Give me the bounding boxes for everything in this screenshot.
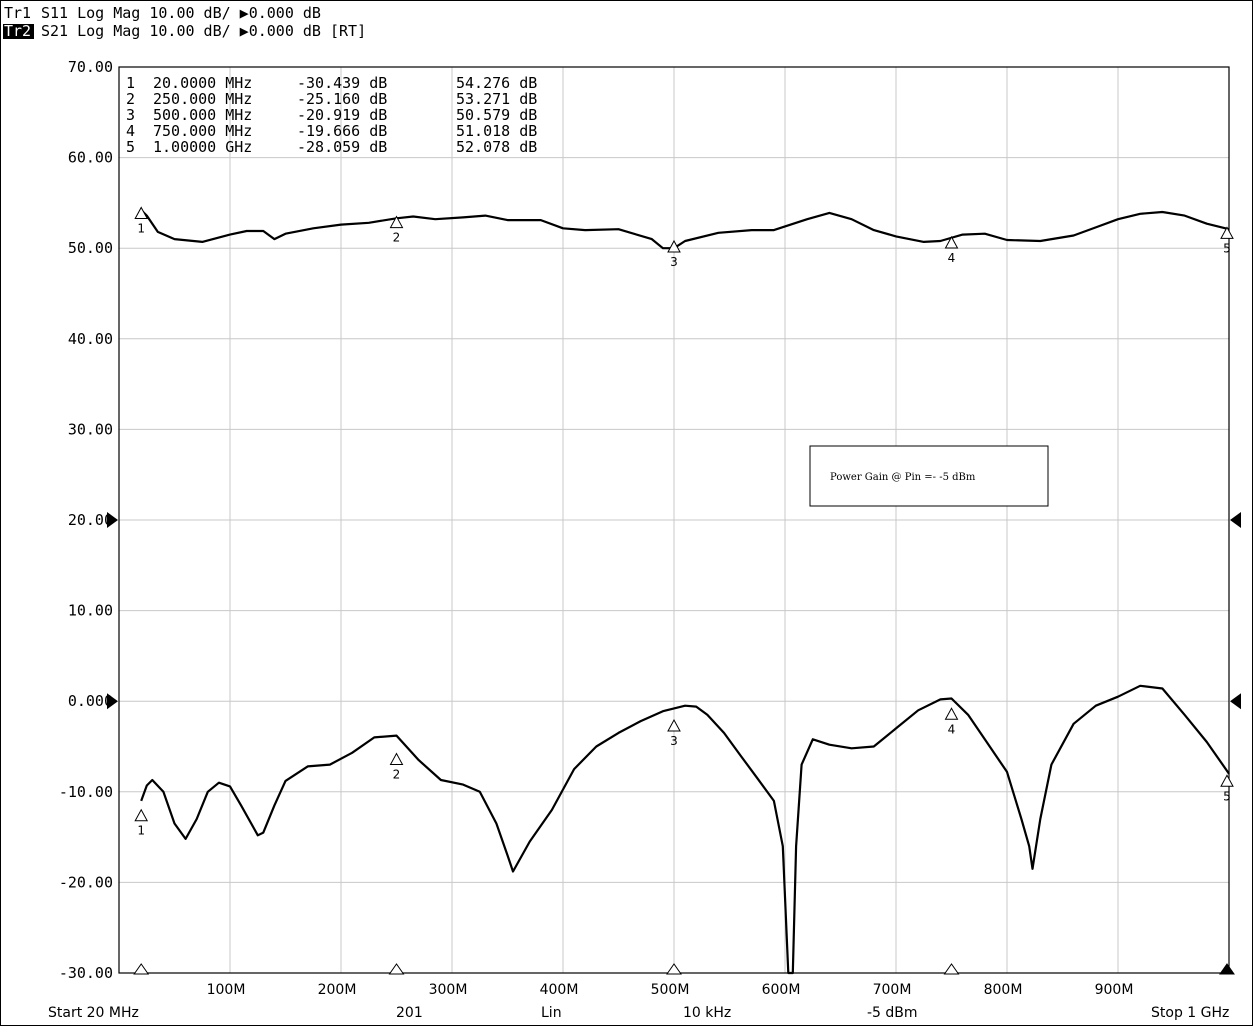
y-tick-label: 40.00 — [68, 330, 113, 348]
marker-3-s21-icon — [667, 239, 681, 253]
marker-table-num: 5 — [126, 138, 135, 156]
trace-s21 — [140, 209, 1230, 250]
marker-table-num: 4 — [126, 122, 135, 140]
marker-2-s21-icon — [389, 215, 404, 229]
marker-table-freq: 20.0000 MHz — [153, 74, 252, 92]
y-tick-label: -10.00 — [59, 783, 113, 801]
y-tick-label: -30.00 — [59, 964, 113, 982]
marker-4-s21-label: 4 — [948, 251, 956, 265]
marker-1-s21-icon — [134, 206, 149, 219]
marker-5-s11-icon — [1220, 774, 1234, 787]
marker-table-freq: 750.000 MHz — [153, 122, 252, 140]
y-tick-label: 30.00 — [68, 420, 113, 438]
marker-table-s21: 52.078 dB — [456, 138, 537, 156]
trace1-label[interactable]: Tr1 — [4, 4, 31, 22]
marker-table-s11: -30.439 dB — [297, 74, 387, 92]
marker-2-s11-label: 2 — [393, 768, 401, 782]
x-tick-label: 200M — [318, 982, 357, 998]
marker-table-num: 3 — [126, 106, 135, 124]
y-tick-label: 60.00 — [68, 149, 113, 167]
marker-5-s21-label: 5 — [1223, 241, 1231, 255]
trace1-settings: S11 Log Mag 10.00 dB/ ▶0.000 dB — [41, 4, 321, 22]
reference-arrow-right-icon — [1230, 693, 1241, 710]
marker-table-freq: 1.00000 GHz — [153, 138, 252, 156]
marker-4-s11-label: 4 — [948, 722, 956, 736]
x-tick-label: 700M — [873, 982, 912, 998]
plot-grid — [119, 67, 1229, 973]
marker-3-s21-label: 3 — [670, 255, 678, 269]
marker-3-s11-label: 3 — [670, 734, 678, 748]
marker-readout-table: 1 20.0000 MHz -30.439 dB 54.276 dB 2 250.000 … — [126, 74, 537, 156]
annotation-frame — [809, 445, 1049, 507]
marker-table-s11: -19.666 dB — [297, 122, 387, 140]
sweep-points[interactable]: 201 — [396, 1005, 423, 1021]
sweep-type[interactable]: Lin — [541, 1005, 562, 1021]
annotation-text: Power Gain @ Pin =- -5 dBm — [830, 472, 976, 483]
marker-5-s21-icon — [1220, 226, 1234, 239]
x-tick-label: 100M — [207, 982, 246, 998]
marker-table-s21: 50.579 dB — [456, 106, 537, 124]
trace2-active-highlight — [3, 24, 34, 39]
marker-table-s21: 51.018 dB — [456, 122, 537, 140]
stop-frequency[interactable]: Stop 1 GHz — [1151, 1005, 1229, 1021]
source-power[interactable]: -5 dBm — [867, 1005, 918, 1021]
marker-4-s11-icon — [944, 707, 959, 720]
reference-arrow-left-icon — [107, 512, 118, 528]
x-tick-label: 800M — [984, 982, 1023, 998]
marker-table-s21: 54.276 dB — [456, 74, 537, 92]
y-tick-label: 20.00 — [68, 511, 113, 529]
marker-table-s11: -20.919 dB — [297, 106, 387, 124]
x-tick-label: 600M — [762, 982, 801, 998]
y-axis-ticks: 70.00 60.00 50.00 40.00 30.00 20.00 10.00 0.000… — [59, 58, 113, 982]
x-tick-label: 900M — [1095, 982, 1134, 998]
y-tick-label: 0.000 — [68, 692, 113, 710]
marker-4-s21-icon — [944, 235, 959, 249]
x-tick-label: 500M — [651, 982, 690, 998]
marker-1-s21-label: 1 — [137, 221, 145, 235]
marker-3-s11-icon — [667, 718, 681, 732]
x-tick-label: 400M — [540, 982, 579, 998]
marker-table-s21: 53.271 dB — [456, 90, 537, 108]
sweep-footer: Start 20 MHz 201 Lin 10 kHz -5 dBm Stop … — [48, 1005, 1229, 1021]
marker-table-freq: 250.000 MHz — [153, 90, 252, 108]
start-frequency[interactable]: Start 20 MHz — [48, 1005, 139, 1021]
trace-s11 — [140, 684, 1230, 975]
y-tick-label: 70.00 — [68, 58, 113, 76]
marker-4-stimulus-icon — [943, 963, 960, 975]
y-tick-label: 50.00 — [68, 239, 113, 257]
marker-1-stimulus-icon — [133, 963, 150, 975]
traces — [140, 209, 1230, 975]
marker-table-num: 1 — [126, 74, 135, 92]
markers: 1 1 2 2 3 3 4 4 5 5 — [133, 206, 1235, 975]
reference-arrows — [107, 512, 1241, 710]
marker-table-s11: -25.160 dB — [297, 90, 387, 108]
marker-5-stimulus-icon — [1219, 963, 1235, 975]
annotation-box: Power Gain @ Pin =- -5 dBm — [809, 445, 1049, 507]
trace2-settings: S21 Log Mag 10.00 dB/ ▶0.000 dB [RT] — [41, 22, 366, 40]
marker-2-s11-icon — [389, 752, 404, 766]
marker-5-s11-label: 5 — [1223, 789, 1231, 803]
marker-table-freq: 500.000 MHz — [153, 106, 252, 124]
marker-table-num: 2 — [126, 90, 135, 108]
y-tick-label: 10.00 — [68, 602, 113, 620]
trace-header: Tr1 S11 Log Mag 10.00 dB/ ▶0.000 dB Tr2 … — [3, 4, 366, 40]
marker-1-s11-icon — [134, 808, 149, 822]
marker-2-stimulus-icon — [388, 963, 405, 975]
marker-2-s21-label: 2 — [393, 231, 401, 245]
reference-arrow-right-icon — [1230, 512, 1241, 528]
marker-1-s11-label: 1 — [137, 824, 145, 838]
x-axis-ticks: 100M 200M 300M 400M 500M 600M 700M 800M 900M — [207, 982, 1134, 998]
x-tick-label: 300M — [429, 982, 468, 998]
marker-table-s11: -28.059 dB — [297, 138, 387, 156]
if-bandwidth[interactable]: 10 kHz — [683, 1005, 731, 1021]
trace2-label[interactable]: Tr2 — [4, 22, 31, 40]
marker-3-stimulus-icon — [666, 963, 682, 975]
y-tick-label: -20.00 — [59, 873, 113, 891]
reference-arrow-left-icon — [107, 693, 118, 710]
